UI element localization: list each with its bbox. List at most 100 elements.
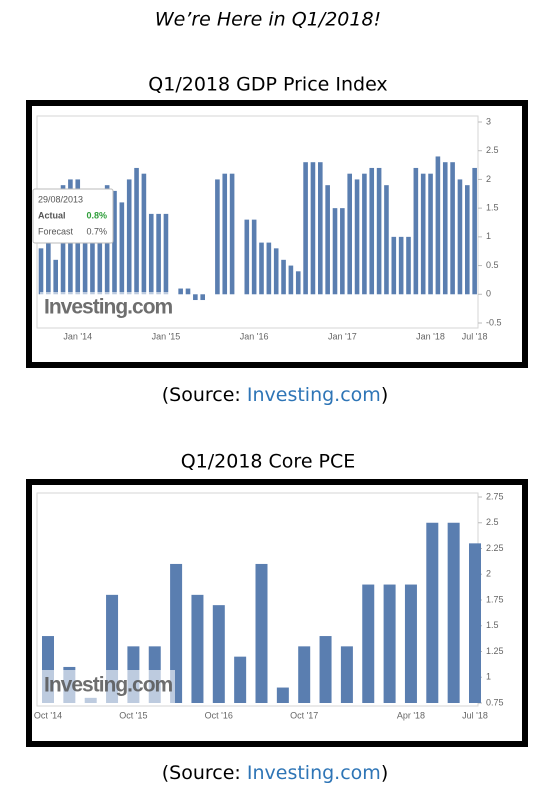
y-tick-label: 2.5: [486, 145, 499, 155]
bar: [259, 242, 264, 295]
bar: [215, 179, 220, 295]
bar: [126, 179, 132, 295]
x-tick-label: Apr '18: [397, 710, 425, 720]
bar: [281, 259, 286, 295]
bar: [413, 167, 419, 295]
bar: [319, 636, 332, 703]
bar: [447, 522, 460, 703]
source-link[interactable]: Investing.com: [247, 384, 381, 406]
x-tick-label: Jan '16: [240, 331, 269, 341]
source-suffix: ): [381, 762, 388, 784]
bar: [193, 294, 198, 301]
x-tick-label: Jan '14: [63, 331, 92, 341]
y-tick-label: 1.75: [486, 594, 504, 604]
bar: [354, 179, 360, 295]
bar: [229, 173, 235, 295]
x-tick-label: Jul '18: [462, 710, 488, 720]
y-tick-label: 2.25: [486, 543, 504, 553]
bar: [332, 208, 338, 295]
bar: [391, 236, 397, 295]
bar: [53, 259, 58, 295]
bar: [112, 190, 117, 295]
x-tick-label: Jan '18: [416, 331, 445, 341]
source-suffix: ): [381, 384, 388, 406]
y-tick-label: 1: [486, 231, 491, 241]
bar: [90, 219, 95, 295]
x-tick-label: Jan '15: [152, 331, 181, 341]
watermark: Investing.com: [44, 296, 173, 319]
bar: [234, 656, 247, 703]
bar: [398, 236, 404, 295]
y-tick-label: 0: [486, 289, 491, 299]
x-tick-label: Jul '18: [462, 331, 488, 341]
bar: [244, 219, 250, 295]
tooltip-actual-label: Actual: [38, 210, 66, 220]
bar: [310, 162, 316, 295]
bar: [119, 202, 125, 295]
bar: [457, 179, 463, 295]
bar: [46, 242, 51, 295]
y-tick-label: 2: [486, 174, 491, 184]
bar: [212, 605, 225, 703]
bar: [469, 543, 481, 703]
bar: [465, 185, 470, 295]
bar: [200, 294, 205, 301]
bar: [222, 173, 228, 295]
x-tick-label: Oct '16: [205, 710, 233, 720]
y-tick-label: 2.75: [486, 491, 504, 501]
bar: [170, 563, 183, 703]
y-tick-label: 1.5: [486, 620, 499, 630]
bar: [82, 219, 88, 295]
bar: [362, 584, 375, 703]
bar: [148, 213, 154, 295]
bar: [384, 185, 389, 295]
bar: [318, 162, 323, 295]
y-tick-label: 1.25: [486, 646, 504, 656]
bar: [472, 167, 477, 295]
tooltip-actual: 0.8%: [86, 210, 107, 220]
bar: [340, 646, 353, 703]
bar: [141, 173, 147, 295]
y-tick-label: 0.75: [486, 697, 504, 707]
watermark: Investing.com: [44, 674, 173, 697]
bar: [325, 185, 330, 295]
chart-title: Q1/2018 Core PCE: [181, 451, 356, 473]
y-tick-label: 1: [486, 672, 491, 682]
bar: [362, 173, 367, 295]
source-prefix: (Source:: [162, 384, 247, 406]
bar: [251, 219, 257, 295]
bar: [191, 594, 204, 703]
x-tick-label: Oct '15: [119, 710, 147, 720]
watermark-box: [40, 670, 175, 704]
y-tick-label: 3: [486, 116, 491, 126]
bar: [450, 162, 455, 295]
bar: [298, 646, 311, 703]
source-link[interactable]: Investing.com: [247, 762, 381, 784]
bar: [420, 173, 426, 295]
watermark-box: [40, 292, 175, 326]
tooltip: [32, 188, 114, 244]
bar: [347, 173, 352, 295]
y-tick-label: 2.5: [486, 517, 499, 527]
bar: [185, 288, 191, 295]
bar: [295, 271, 301, 295]
bar: [442, 162, 448, 295]
bar: [288, 265, 294, 295]
bar: [276, 687, 289, 703]
bar: [426, 522, 439, 703]
y-tick-label: 1.5: [486, 203, 499, 213]
y-tick-label: 0.5: [486, 260, 499, 270]
tooltip-date: 29/08/2013: [38, 194, 83, 204]
x-tick-label: Oct '14: [34, 710, 62, 720]
y-tick-label: -0.5: [486, 317, 502, 327]
bar: [273, 248, 279, 295]
heading: We’re Here in Q1/2018!: [155, 9, 381, 31]
source-prefix: (Source:: [162, 762, 247, 784]
bar: [404, 584, 417, 703]
x-tick-label: Oct '17: [290, 710, 318, 720]
bar: [376, 167, 382, 295]
bar: [163, 213, 169, 295]
source: (Source: Investing.com): [162, 762, 388, 784]
x-tick-label: Jan '17: [328, 331, 357, 341]
